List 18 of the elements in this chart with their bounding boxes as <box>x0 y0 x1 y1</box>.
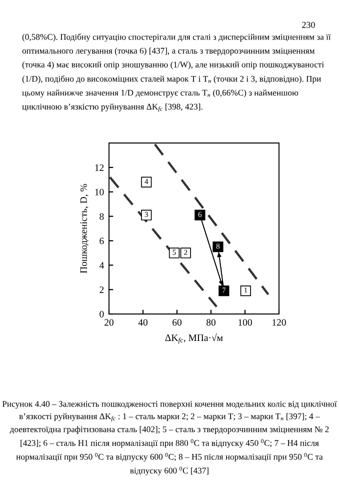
y-tick-label: 6 <box>100 238 104 244</box>
x-tick-label: 40 <box>138 319 148 326</box>
x-tick-label: 20 <box>104 319 114 326</box>
y-tick-label: 12 <box>95 164 104 171</box>
y-axis-title: Пошкодженість, D, % <box>80 184 89 274</box>
y-tick-label: 10 <box>95 188 104 196</box>
x-tick-label: 80 <box>206 319 216 326</box>
text: 230 <box>302 22 315 28</box>
x-tick-label: 120 <box>272 319 286 326</box>
text: Рисунок 4.40 – Залежність пошкодженості поверхні кочення модельних коліс від циклічної в’язкості руйнування ΔK$_{fc}$ : 1 – сталь марки 2; 2 – марки Т; 3 – марки Т$_{н}$ [397]; 4 – доевтектоїдна графітизована сталь [402]; 5 – сталь з твердорозчинним зміцненням № 2 [423]; 6 – сталь Н1 після нормалізації при 880 $^{0}$C та відпуску 450 $^{0}$C; 7 – Н4 після нормалізації при 950 $^{0}$C та відпуску 600 $^{0}$C; 8 – Н5 після нормалізації при 950 $^{0}$C та відпуску 600 $^{0}$C [437] <box>2 401 337 476</box>
y-tick-label: 2 <box>100 286 104 293</box>
y-tick-label: 4 <box>99 262 104 269</box>
y-tick-label: 0 <box>100 310 104 318</box>
y-tick-label: 8 <box>100 213 104 220</box>
x-axis-title: ΔK$_{fc}$, МПа·√м <box>165 333 223 344</box>
x-tick-label: 100 <box>238 319 252 326</box>
x-tick-label: 60 <box>172 319 182 326</box>
text: (0,58%C). Подібну ситуацію спостерігали для сталі з дисперсійним зміцненням за її оптимального легування (точка 6) [437], а сталь з твердорозчинним зміцненням (точка 4) має високий опір зношуванню (1/W), але низький опір пошкоджуваності (1/D), подібно до високоміцних сталей марок Т і Т$_{н}$ (точки 2 і 3, відповідно). При цьому найнижче значення 1/D демонструє сталь Т$_{н}$ (0,66%C) з найменшою циклічною в’язкістю руйнування ΔK$_{fc}$ [398, 423]. <box>22 34 331 112</box>
